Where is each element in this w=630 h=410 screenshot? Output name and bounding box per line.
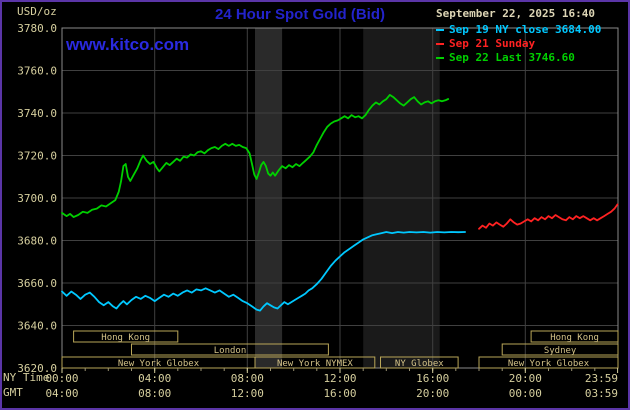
y-axis-labels: 3620.0 3640.0 3660.0 3680.0 3700.0 3720.0 3740… (17, 22, 57, 375)
session-label: New York NYMEX (277, 359, 353, 369)
gmt-tick-label: 16:00 (323, 387, 356, 400)
market-sessions: Hong Kong Hong Kong London Sydney New York G… (61, 330, 619, 369)
session-label: Hong Kong (550, 333, 599, 343)
legend-line-sample-icon (436, 57, 444, 59)
y-tick-label: 3620.0 (17, 362, 57, 375)
gmt-tick-label: 03:59 (585, 387, 618, 400)
session-box (254, 356, 376, 369)
session-box (530, 330, 619, 343)
legend-item-sep22: Sep 22 Last 3746.60 (436, 51, 601, 65)
series-sep19-ny-close (61, 231, 467, 312)
ny-time-tick-label: 04:00 (138, 372, 171, 385)
series-sep22-last (61, 94, 450, 219)
series-sep21-sunday (478, 203, 619, 230)
session-box (501, 343, 619, 356)
ny-time-tick-label: 08:00 (231, 372, 264, 385)
legend-label: Sep 19 NY close 3684.00 (449, 23, 602, 36)
legend: Sep 19 NY close 3684.00 Sep 21 Sunday Se… (436, 23, 601, 65)
gmt-tick-label: 04:00 (45, 387, 78, 400)
gridlines (62, 28, 618, 368)
gmt-tick-label: 00:00 (509, 387, 542, 400)
ny-time-tick-label: 23:59 (585, 372, 618, 385)
gmt-tick-label: 08:00 (138, 387, 171, 400)
session-label: Sydney (544, 346, 577, 356)
session-label: New York Globex (508, 359, 590, 369)
session-label: New York Globex (118, 359, 200, 369)
ny-time-tick-label: 12:00 (323, 372, 356, 385)
gmt-tick-label: 20:00 (416, 387, 449, 400)
gmt-tick-label: 12:00 (231, 387, 264, 400)
ny-time-tick-label: 00:00 (45, 372, 78, 385)
y-tick-label: 3780.0 (17, 22, 57, 35)
x-axis-labels: 00:00 04:00 04:00 08:00 08:00 12:00 12:00 16:00… (45, 372, 618, 400)
chart-title: 24 Hour Spot Gold (Bid) (215, 6, 385, 23)
ny-time-axis-label: NY Time (3, 371, 50, 384)
y-tick-label: 3640.0 (17, 320, 57, 333)
legend-item-sep21: Sep 21 Sunday (436, 37, 601, 51)
y-tick-label: 3760.0 (17, 65, 57, 78)
ny-time-tick-label: 20:00 (509, 372, 542, 385)
chart-datetime: September 22, 2025 16:40 (436, 7, 595, 20)
y-tick-label: 3660.0 (17, 277, 57, 290)
y-tick-label: 3720.0 (17, 150, 57, 163)
kitco-watermark-link[interactable]: www.kitco.com (66, 35, 190, 54)
legend-item-sep19: Sep 19 NY close 3684.00 (436, 23, 601, 37)
session-box (131, 343, 329, 356)
legend-label: Sep 21 Sunday (449, 37, 536, 50)
legend-line-sample-icon (436, 29, 444, 31)
ny-time-tick-label: 16:00 (416, 372, 449, 385)
session-box (73, 330, 179, 343)
y-tick-label: 3680.0 (17, 235, 57, 248)
session-label: London (214, 346, 247, 356)
gmt-axis-label: GMT (3, 386, 23, 399)
y-tick-label: 3700.0 (17, 192, 57, 205)
y-tick-label: 3740.0 (17, 107, 57, 120)
session-label: NY Globex (395, 359, 444, 369)
legend-line-sample-icon (436, 43, 444, 45)
session-box (380, 356, 459, 369)
x-axis-ticks (61, 368, 619, 373)
legend-label: Sep 22 Last 3746.60 (449, 51, 575, 64)
units-label: USD/oz (17, 5, 57, 18)
session-label: Hong Kong (101, 333, 150, 343)
